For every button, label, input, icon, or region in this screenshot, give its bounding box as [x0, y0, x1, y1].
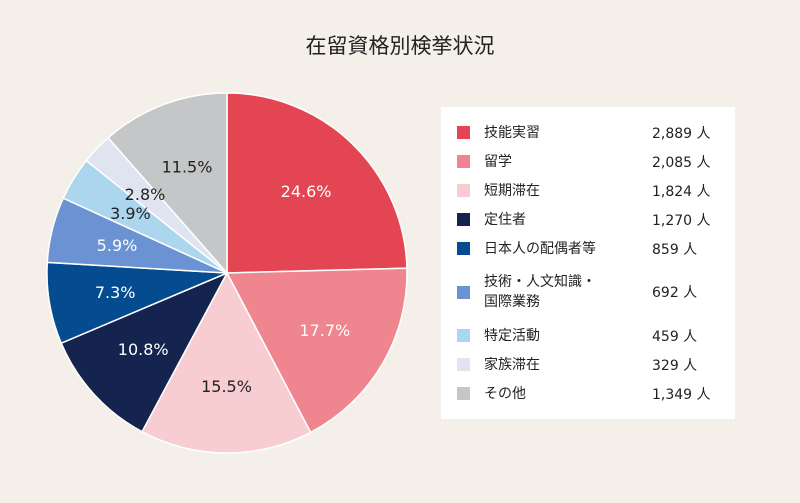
legend-label-line: 国際業務	[484, 294, 540, 310]
legend-swatch	[457, 126, 470, 139]
legend-swatch	[457, 155, 470, 168]
legend-swatch	[457, 285, 470, 299]
legend-item: 定住者 1,270 人	[441, 205, 735, 234]
legend-item: 短期滞在 1,824 人	[441, 176, 735, 205]
legend-value: 1,270 人	[652, 212, 711, 229]
legend: 技能実習 2,889 人 留学 2,085 人 短期滞在 1,824 人 定住者…	[441, 107, 735, 419]
legend-value: 2,889 人	[652, 125, 711, 142]
legend-swatch	[457, 184, 470, 197]
legend-value: 329 人	[652, 357, 698, 374]
legend-label-line: 技術・人文知識・	[484, 274, 596, 290]
slice-percent-label: 5.9%	[97, 236, 138, 255]
legend-value: 859 人	[652, 241, 698, 258]
legend-value: 692 人	[652, 285, 698, 301]
legend-value: 1,824 人	[652, 183, 711, 200]
pie-slice	[225, 267, 408, 434]
slice-percent-label: 17.7%	[299, 321, 350, 340]
legend-swatch	[457, 358, 470, 371]
legend-label: 留学	[484, 153, 512, 170]
slice-percent-label: 24.6%	[281, 182, 332, 201]
legend-label: 特定活動	[484, 327, 540, 344]
legend-label: 短期滞在	[484, 182, 540, 199]
slice-percent-label: 11.5%	[162, 157, 213, 176]
slice-percent-label: 7.3%	[95, 283, 136, 302]
slice-percent-label: 10.8%	[118, 340, 169, 359]
legend-label: 家族滞在	[484, 356, 540, 373]
legend-label: 技能実習	[484, 124, 540, 141]
legend-value: 459 人	[652, 328, 698, 345]
slice-percent-label: 15.5%	[201, 377, 252, 396]
legend-value: 2,085 人	[652, 154, 711, 171]
legend-label: 技術・人文知識・ 国際業務	[484, 272, 634, 312]
legend-swatch	[457, 329, 470, 342]
legend-item: 特定活動 459 人	[441, 321, 735, 350]
pie-slice	[60, 271, 229, 433]
legend-item: その他 1,349 人	[441, 379, 735, 408]
legend-swatch	[457, 242, 470, 255]
legend-item: 技術・人文知識・ 国際業務 692 人	[441, 263, 735, 321]
chart-title: 在留資格別検挙状況	[305, 34, 495, 58]
slice-percent-label: 2.8%	[125, 185, 166, 204]
pie-slice	[141, 271, 312, 454]
legend-item: 家族滞在 329 人	[441, 350, 735, 379]
slice-percent-label: 3.9%	[110, 204, 151, 223]
legend-label: その他	[484, 385, 526, 402]
legend-item: 日本人の配偶者等 859 人	[441, 234, 735, 263]
legend-item: 技能実習 2,889 人	[441, 118, 735, 147]
pie-slice	[107, 92, 228, 275]
legend-swatch	[457, 213, 470, 226]
legend-value: 1,349 人	[652, 386, 711, 403]
legend-item: 留学 2,085 人	[441, 147, 735, 176]
pie-slice	[226, 92, 408, 274]
legend-label: 日本人の配偶者等	[484, 240, 596, 257]
legend-label: 定住者	[484, 211, 526, 228]
legend-swatch	[457, 387, 470, 400]
